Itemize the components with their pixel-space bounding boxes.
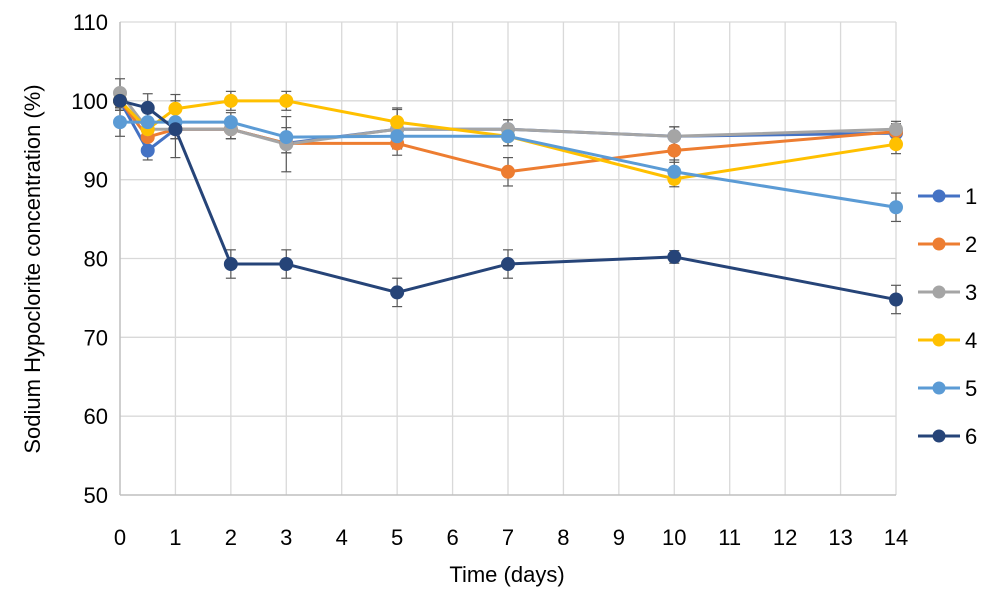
legend-marker xyxy=(932,333,946,347)
data-point-6 xyxy=(113,93,127,108)
legend-item: 2 xyxy=(918,232,977,257)
legend: 1 2 3 4 5 6 xyxy=(918,184,977,449)
data-point-5 xyxy=(390,129,405,144)
y-tick-label: 90 xyxy=(84,168,108,193)
x-tick-label: 14 xyxy=(884,525,908,550)
x-tick-label: 2 xyxy=(225,525,237,550)
x-tick-labels: 0 1 2 3 4 5 6 7 8 9 10 11 12 13 14 xyxy=(114,525,908,550)
legend-label: 6 xyxy=(965,424,977,449)
data-point-5 xyxy=(279,130,294,145)
y-tick-label: 70 xyxy=(84,325,108,350)
legend-marker xyxy=(932,381,946,395)
data-point-6 xyxy=(140,100,155,115)
legend-item: 3 xyxy=(918,280,977,305)
legend-label: 4 xyxy=(965,328,977,353)
data-point-5 xyxy=(501,129,515,144)
data-point-6 xyxy=(279,257,294,272)
data-point-5 xyxy=(889,200,903,215)
data-point-4 xyxy=(168,101,183,116)
data-point-4 xyxy=(889,137,903,152)
data-point-1 xyxy=(140,143,155,158)
data-point-5 xyxy=(223,115,238,130)
legend-marker xyxy=(932,189,946,203)
y-axis-label: Sodium Hypoclorite concentration (%) xyxy=(20,84,45,453)
y-tick-label: 60 xyxy=(84,404,108,429)
x-tick-label: 10 xyxy=(662,525,686,550)
data-point-4 xyxy=(390,115,405,130)
legend-marker xyxy=(932,429,946,443)
legend-item: 6 xyxy=(918,424,977,449)
y-tick-labels: 50 60 70 80 90 100 110 xyxy=(71,10,108,508)
x-tick-label: 0 xyxy=(114,525,126,550)
x-tick-label: 13 xyxy=(828,525,852,550)
legend-item: 4 xyxy=(918,328,977,353)
legend-marker xyxy=(932,237,946,251)
data-point-6 xyxy=(501,257,515,272)
data-point-2 xyxy=(667,143,682,158)
data-point-6 xyxy=(390,285,405,300)
data-point-2 xyxy=(501,164,515,179)
data-points xyxy=(113,85,903,307)
legend-label: 5 xyxy=(965,376,977,401)
data-point-6 xyxy=(889,292,903,307)
x-tick-label: 7 xyxy=(502,525,514,550)
data-point-6 xyxy=(223,257,238,272)
data-point-6 xyxy=(667,249,682,264)
data-point-3 xyxy=(889,122,903,137)
y-tick-label: 50 xyxy=(84,483,108,508)
data-point-4 xyxy=(279,93,294,108)
x-tick-label: 11 xyxy=(718,525,741,550)
y-tick-label: 80 xyxy=(84,247,108,272)
legend-marker xyxy=(932,285,946,299)
x-tick-label: 8 xyxy=(557,525,569,550)
x-tick-label: 3 xyxy=(280,525,292,550)
x-axis-label: Time (days) xyxy=(449,562,564,587)
data-point-5 xyxy=(667,164,682,179)
y-tick-label: 110 xyxy=(73,10,108,35)
legend-label: 2 xyxy=(965,232,977,257)
y-tick-label: 100 xyxy=(71,89,108,114)
data-point-5 xyxy=(113,115,127,130)
data-point-6 xyxy=(168,122,183,137)
x-tick-label: 9 xyxy=(613,525,625,550)
x-tick-label: 4 xyxy=(336,525,348,550)
data-point-5 xyxy=(140,115,155,130)
x-tick-label: 6 xyxy=(446,525,458,550)
x-tick-label: 5 xyxy=(391,525,403,550)
x-tick-label: 1 xyxy=(169,525,181,550)
legend-label: 1 xyxy=(965,184,977,209)
legend-item: 5 xyxy=(918,376,977,401)
data-point-3 xyxy=(667,129,682,144)
data-point-4 xyxy=(223,93,238,108)
legend-item: 1 xyxy=(918,184,977,209)
x-tick-label: 12 xyxy=(773,525,797,550)
legend-label: 3 xyxy=(965,280,977,305)
